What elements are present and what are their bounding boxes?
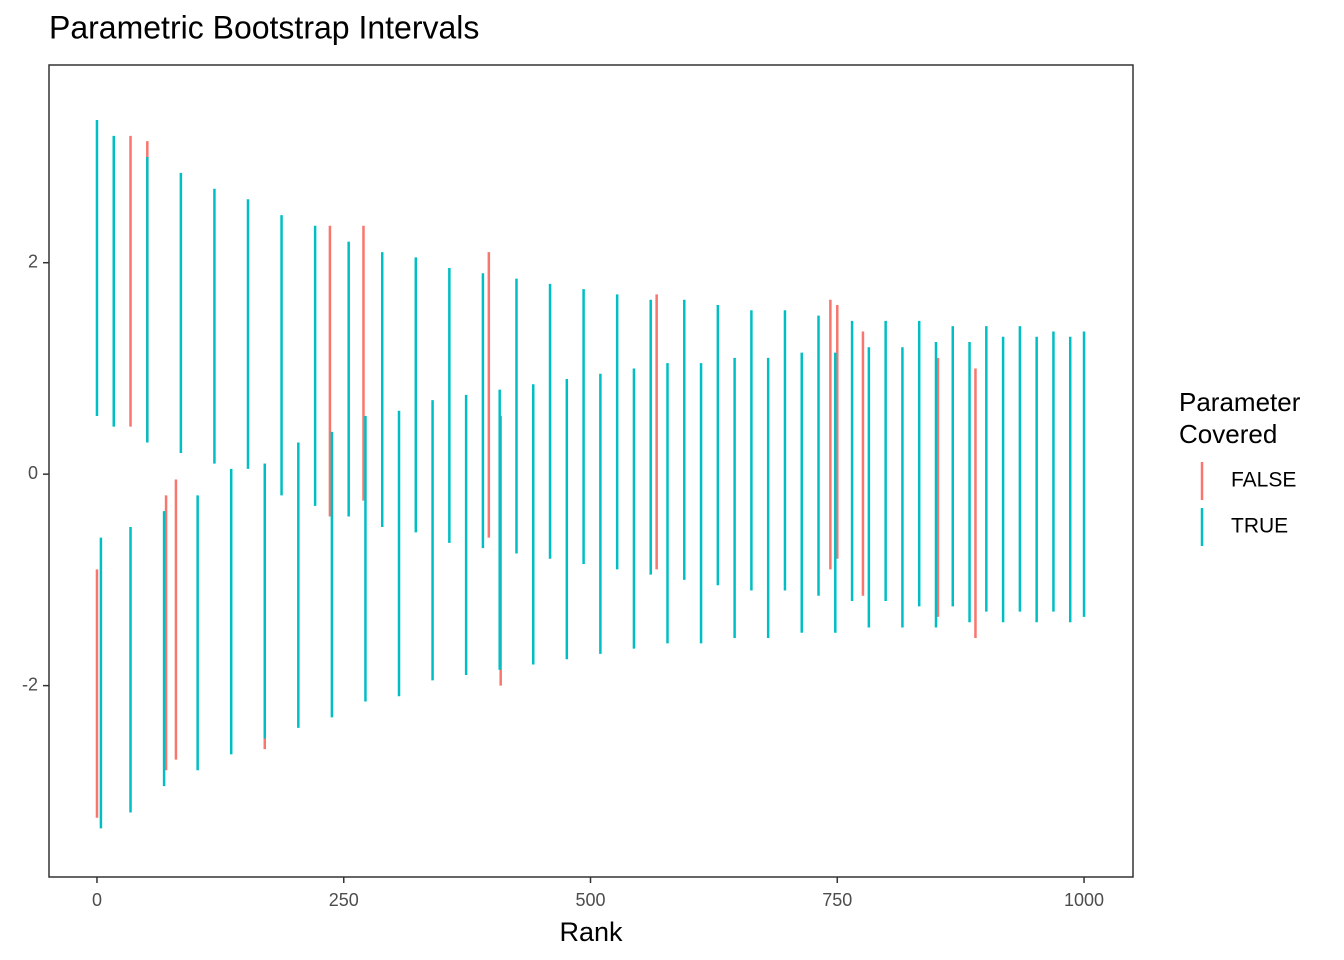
x-tick-label: 750: [822, 890, 852, 910]
y-tick-label: -2: [22, 674, 38, 694]
y-tick-label: 2: [28, 251, 38, 271]
x-tick-label: 1000: [1064, 890, 1104, 910]
legend-title: Covered: [1179, 419, 1277, 449]
x-tick-label: 500: [575, 890, 605, 910]
legend-label: FALSE: [1231, 469, 1296, 492]
x-tick-label: 0: [92, 890, 102, 910]
x-tick-label: 250: [329, 890, 359, 910]
y-tick-label: 0: [28, 463, 38, 483]
x-axis-title: Rank: [559, 917, 623, 947]
legend-label: TRUE: [1231, 515, 1288, 538]
legend-title: Parameter: [1179, 387, 1301, 417]
chart-title: Parametric Bootstrap Intervals: [49, 9, 479, 45]
